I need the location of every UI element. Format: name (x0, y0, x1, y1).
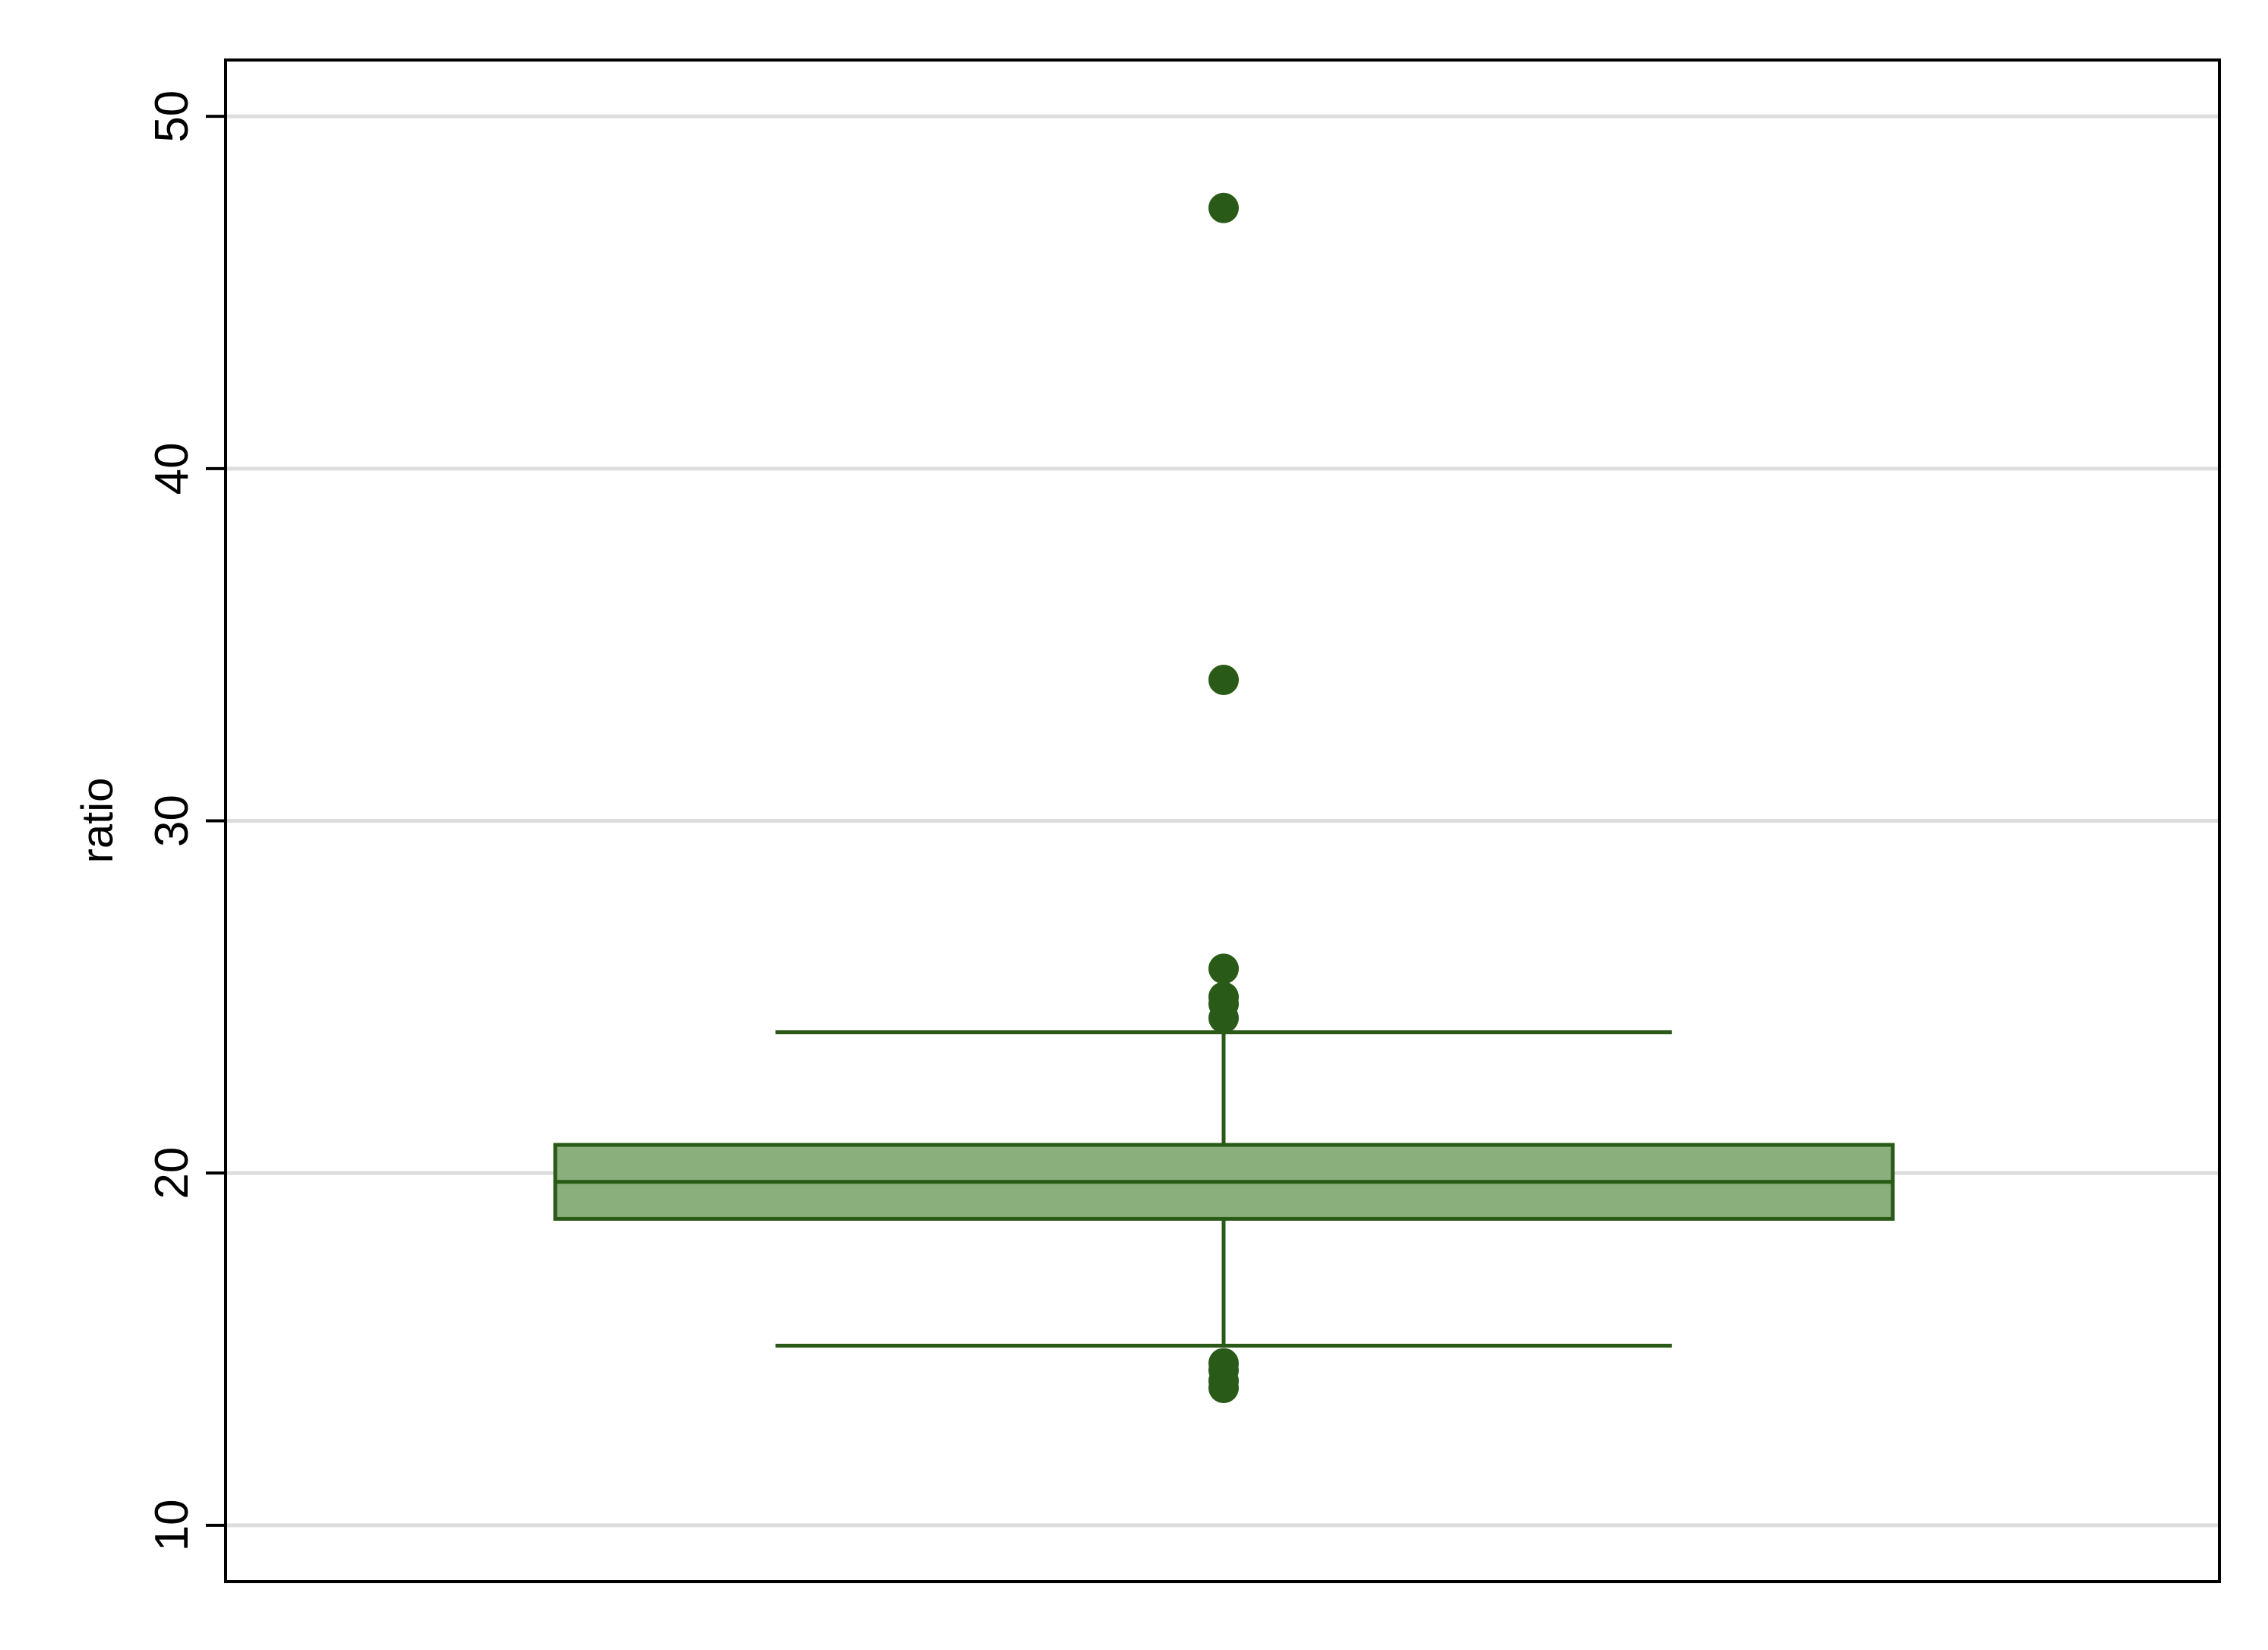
tick-label-50: 50 (146, 90, 198, 143)
outlier-point-9 (1208, 1372, 1239, 1403)
tick-label-10: 10 (146, 1499, 198, 1551)
tick-label-20: 20 (146, 1147, 198, 1200)
outlier-point-1 (1208, 665, 1239, 696)
tick-label-30: 30 (146, 795, 198, 847)
y-axis-title: ratio (73, 778, 122, 864)
plot-frame (224, 58, 2221, 1583)
outlier-point-2 (1208, 953, 1239, 985)
outlier-point-5 (1208, 1003, 1239, 1034)
outlier-point-0 (1208, 192, 1239, 223)
y-axis-ticks: 10 20 30 40 50 (146, 90, 226, 1551)
tick-label-40: 40 (146, 442, 198, 495)
box-group (553, 1030, 1895, 1348)
outlier-points (1208, 192, 1239, 1403)
